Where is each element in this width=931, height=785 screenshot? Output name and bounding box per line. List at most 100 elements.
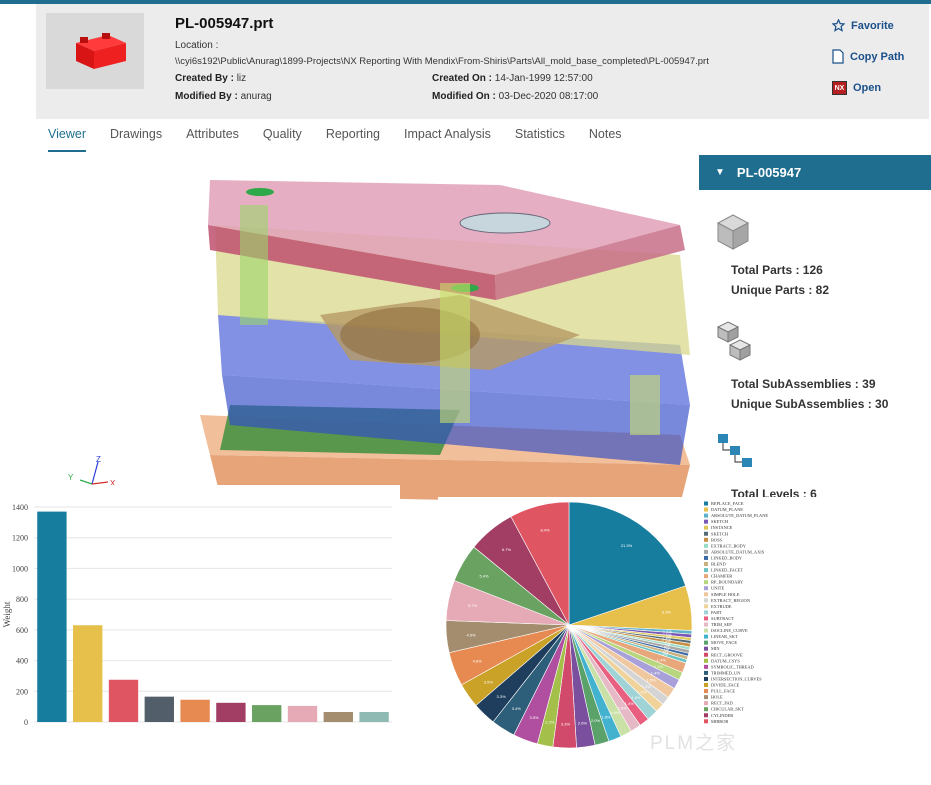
slice-label: 5.7% bbox=[468, 603, 478, 608]
legend-entry: INTERSECTION_CURVES bbox=[711, 676, 762, 681]
slice-label: 4.5% bbox=[466, 632, 476, 637]
tab-drawings[interactable]: Drawings bbox=[109, 127, 163, 141]
favorite-button[interactable]: Favorite bbox=[832, 19, 894, 32]
axis-y-label: Y bbox=[68, 473, 74, 482]
legend-entry: SKETCH bbox=[711, 531, 729, 536]
tab-attributes[interactable]: Attributes bbox=[186, 127, 239, 141]
open-button[interactable]: NX Open bbox=[832, 81, 881, 95]
legend-entry: DATUM_CSYS bbox=[711, 658, 740, 663]
slice-label: 1.6% bbox=[631, 695, 641, 700]
assembly-panel-header[interactable]: ▼ PL-005947 bbox=[699, 155, 931, 190]
feature-pie-chart: 21.3% 6.3% 0.5% 0.5% 0.4% 0.4% 0.5% 0.4% 0.5% 0.4… bbox=[438, 497, 931, 780]
part-header: PL-005947.prt Location : \\cyi6s192\Publ… bbox=[36, 4, 929, 119]
subassembly-icon bbox=[716, 321, 752, 361]
modified-by-label: Modified By : bbox=[175, 91, 238, 102]
legend-swatch bbox=[704, 610, 708, 615]
legend-entry: BOSS bbox=[711, 537, 723, 542]
unique-subassemblies: Unique SubAssemblies : 30 bbox=[731, 397, 889, 411]
3d-model-viewport[interactable] bbox=[160, 165, 690, 535]
legend-entry: MOVE_FACE bbox=[711, 640, 737, 645]
legend-entry: TRIMMED_UN bbox=[711, 670, 741, 675]
axis-triad: Z Y X bbox=[62, 452, 122, 492]
legend-swatch bbox=[704, 695, 708, 700]
created-by-label: Created By : bbox=[175, 73, 234, 84]
legend-swatch bbox=[704, 543, 708, 548]
copy-path-button[interactable]: Copy Path bbox=[832, 49, 904, 64]
y-tick-label: 1000 bbox=[12, 564, 28, 573]
legend-entry: CIRCULAR_SKT bbox=[711, 707, 744, 712]
legend-entry: SYMBOLIC_THREAD bbox=[711, 664, 754, 669]
legend-swatch bbox=[704, 719, 708, 724]
legend-entry: SKETCH bbox=[711, 519, 729, 524]
slice-label: 3.4% bbox=[512, 706, 522, 711]
legend-entry: RECT_PAD bbox=[711, 701, 733, 706]
slice-label: 0.4% bbox=[661, 642, 671, 647]
tab-impact-analysis[interactable]: Impact Analysis bbox=[404, 127, 491, 141]
modified-on-label: Modified On : bbox=[432, 91, 496, 102]
legend-swatch bbox=[704, 549, 708, 554]
tab-bar: Viewer Drawings Attributes Quality Repor… bbox=[36, 122, 634, 152]
modified-on-value: 03-Dec-2020 08:17:00 bbox=[498, 91, 599, 102]
legend-swatch bbox=[704, 574, 708, 579]
bar bbox=[37, 511, 67, 722]
legend-swatch bbox=[704, 628, 708, 633]
location-path: \\cyi6s192\Public\Anurag\1899-Projects\N… bbox=[175, 56, 709, 67]
legend-swatch bbox=[704, 713, 708, 718]
legend-swatch bbox=[704, 537, 708, 542]
slice-label: 1.5% bbox=[618, 706, 628, 711]
legend-swatch bbox=[704, 683, 708, 687]
legend-entry: INSTANCE bbox=[711, 525, 733, 530]
legend-swatch bbox=[704, 531, 708, 536]
legend-swatch bbox=[704, 664, 708, 669]
tab-viewer[interactable]: Viewer bbox=[36, 122, 98, 152]
legend-entry: DATUM_PLANE bbox=[711, 507, 743, 512]
legend-swatch bbox=[704, 622, 708, 627]
legend-entry: EXTRACT_BODY bbox=[711, 543, 747, 548]
slice-label: 1.6% bbox=[610, 710, 620, 715]
legend-swatch bbox=[704, 676, 708, 681]
legend-entry: MIRROR bbox=[711, 719, 728, 724]
pie-slice bbox=[568, 501, 686, 626]
modified-by-value: anurag bbox=[240, 91, 272, 102]
legend-entry: EXTRUDE bbox=[711, 604, 732, 609]
legend-swatch bbox=[704, 519, 708, 524]
y-tick-label: 1200 bbox=[12, 534, 28, 543]
slice-label: 6.3% bbox=[662, 609, 672, 614]
bar bbox=[144, 696, 174, 722]
slice-label: 4.8% bbox=[473, 658, 483, 663]
legend-entry: PART bbox=[711, 610, 722, 615]
legend-entry: RECT_GROOVE bbox=[711, 652, 743, 657]
legend-swatch bbox=[704, 634, 708, 639]
open-label: Open bbox=[853, 82, 882, 94]
total-parts: Total Parts : 126 bbox=[731, 263, 823, 277]
bar bbox=[73, 625, 103, 722]
caret-down-icon: ▼ bbox=[715, 167, 725, 178]
bar bbox=[252, 705, 282, 722]
slice-label: 1.2% bbox=[642, 684, 652, 689]
legend-entry: SUBTRACT bbox=[711, 616, 734, 621]
legend-entry: SIMPLE HOLE bbox=[711, 592, 740, 597]
slice-label: 0.4% bbox=[662, 634, 672, 639]
y-tick-label: 600 bbox=[16, 626, 28, 635]
tab-quality[interactable]: Quality bbox=[262, 127, 302, 141]
legend-swatch bbox=[704, 670, 708, 675]
legend-swatch bbox=[704, 646, 708, 651]
watermark: PLM之家 bbox=[650, 733, 738, 754]
slice-label: 0.4% bbox=[662, 637, 672, 642]
legend-swatch bbox=[704, 507, 708, 512]
tab-statistics[interactable]: Statistics bbox=[514, 127, 565, 141]
assembly-title: PL-005947 bbox=[736, 165, 802, 180]
legend-swatch bbox=[704, 707, 708, 712]
slice-label: 0.5% bbox=[661, 644, 671, 649]
legend-entry: RP_BOUNDARY bbox=[711, 580, 744, 585]
bar bbox=[180, 699, 210, 722]
favorite-label: Favorite bbox=[851, 19, 894, 32]
tab-notes[interactable]: Notes bbox=[588, 127, 622, 141]
y-tick-label: 1400 bbox=[12, 503, 28, 512]
part-thumbnail bbox=[46, 13, 144, 89]
pie-slice bbox=[510, 501, 570, 626]
weight-bar-chart: 0 200 400 600 800 1000 1200 1400 Weight bbox=[0, 485, 400, 780]
legend-entry: LINKED_BODY bbox=[711, 555, 743, 560]
legend-swatch bbox=[704, 658, 708, 663]
tab-reporting[interactable]: Reporting bbox=[325, 127, 381, 141]
